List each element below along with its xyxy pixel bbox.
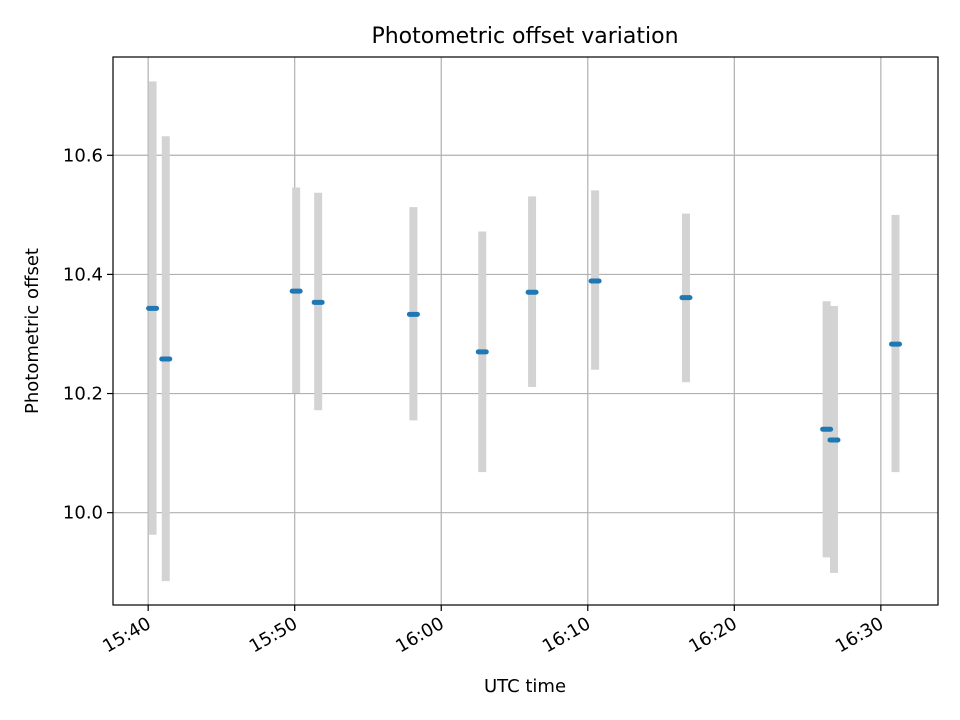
y-tick-label: 10.0 (63, 503, 103, 524)
plot-frame (112, 56, 939, 606)
y-tick-label: 10.4 (63, 264, 103, 285)
chart-title: Photometric offset variation (371, 24, 678, 49)
data-points (146, 278, 903, 443)
y-axis-label: Photometric offset (22, 248, 43, 414)
y-tick-label: 10.6 (63, 145, 103, 166)
x-axis-label: UTC time (484, 676, 566, 697)
y-tick-label: 10.2 (63, 384, 103, 405)
